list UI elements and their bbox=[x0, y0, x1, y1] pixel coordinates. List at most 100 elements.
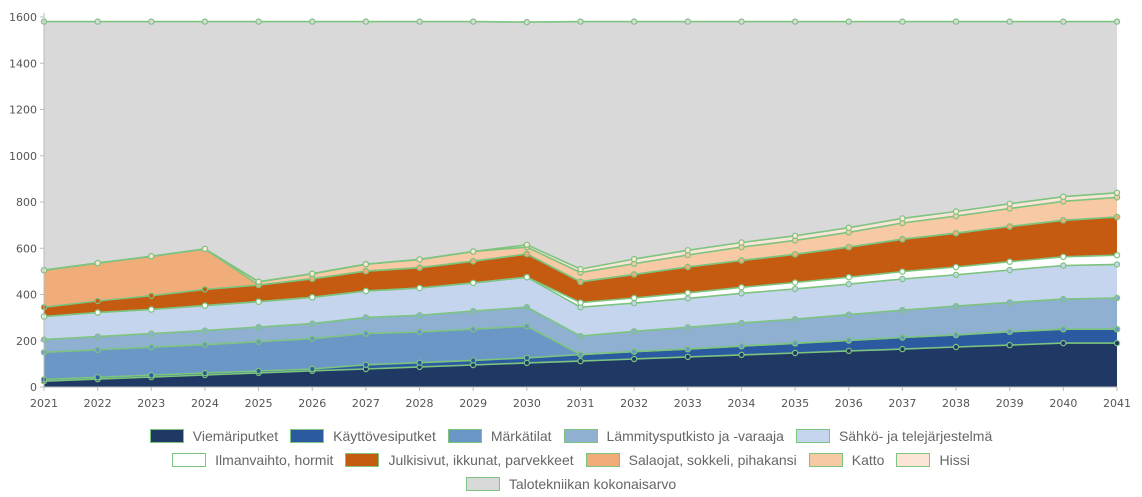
legend-item-lammitysputkisto-ja-varaaja[interactable]: Lämmitysputkisto ja -varaaja bbox=[564, 428, 784, 444]
point bbox=[632, 329, 637, 334]
point bbox=[739, 19, 744, 24]
point bbox=[793, 341, 798, 346]
point bbox=[1061, 194, 1066, 199]
point bbox=[363, 331, 368, 336]
x-tick-label: 2041 bbox=[1103, 397, 1131, 410]
x-tick-label: 2021 bbox=[30, 397, 58, 410]
legend-swatch bbox=[564, 429, 598, 443]
point bbox=[685, 347, 690, 352]
legend-swatch bbox=[290, 429, 324, 443]
point bbox=[202, 328, 207, 333]
point bbox=[149, 19, 154, 24]
legend-item-talotekniikan-kokonaisarvo[interactable]: Talotekniikan kokonaisarvo bbox=[466, 476, 676, 492]
point bbox=[953, 344, 958, 349]
point bbox=[739, 352, 744, 357]
stacked-area-chart: 0 200 400 600 800 1000 1200 1400 1600 2021 2022 202… bbox=[0, 0, 1142, 420]
point bbox=[632, 301, 637, 306]
point bbox=[471, 327, 476, 332]
point bbox=[578, 359, 583, 364]
legend-item-ilmanvaihto-hormit[interactable]: Ilmanvaihto, hormit bbox=[172, 452, 333, 468]
x-tick-label: 2036 bbox=[835, 397, 863, 410]
point bbox=[471, 309, 476, 314]
point bbox=[471, 19, 476, 24]
point bbox=[900, 19, 905, 24]
legend-item-viemariputket[interactable]: Viemäriputket bbox=[150, 428, 278, 444]
point bbox=[846, 348, 851, 353]
point bbox=[1114, 190, 1119, 195]
legend-swatch bbox=[796, 429, 830, 443]
point bbox=[417, 329, 422, 334]
point bbox=[953, 209, 958, 214]
y-tick-label: 1600 bbox=[9, 11, 37, 24]
point bbox=[632, 295, 637, 300]
point bbox=[578, 352, 583, 357]
point bbox=[363, 362, 368, 367]
point bbox=[310, 321, 315, 326]
point bbox=[256, 279, 261, 284]
point bbox=[1061, 327, 1066, 332]
point bbox=[95, 310, 100, 315]
point bbox=[417, 285, 422, 290]
point bbox=[310, 19, 315, 24]
point bbox=[363, 288, 368, 293]
point bbox=[793, 286, 798, 291]
x-tick-label: 2034 bbox=[727, 397, 755, 410]
point bbox=[1061, 19, 1066, 24]
y-tick-label: 1000 bbox=[9, 150, 37, 163]
y-tick-label: 1400 bbox=[9, 57, 37, 70]
point bbox=[953, 264, 958, 269]
point bbox=[202, 246, 207, 251]
y-tick-label: 600 bbox=[16, 242, 37, 255]
point bbox=[202, 342, 207, 347]
x-tick-label: 2026 bbox=[298, 397, 326, 410]
x-tick-label: 2040 bbox=[1049, 397, 1077, 410]
point bbox=[1114, 341, 1119, 346]
point bbox=[1007, 329, 1012, 334]
point bbox=[1114, 262, 1119, 267]
point bbox=[95, 19, 100, 24]
legend-item-katto[interactable]: Katto bbox=[809, 452, 885, 468]
legend-label: Sähkö- ja telejärjestelmä bbox=[839, 428, 992, 444]
point bbox=[846, 225, 851, 230]
x-tick-label: 2033 bbox=[674, 397, 702, 410]
legend-item-julkisivut-ikkunat-parvekkeet[interactable]: Julkisivut, ikkunat, parvekkeet bbox=[345, 452, 573, 468]
legend-item-hissi[interactable]: Hissi bbox=[896, 452, 969, 468]
point bbox=[846, 19, 851, 24]
point bbox=[793, 252, 798, 257]
legend-label: Salaojat, sokkeli, pihakansi bbox=[629, 452, 797, 468]
x-tick-label: 2038 bbox=[942, 397, 970, 410]
y-tick-label: 200 bbox=[16, 335, 37, 348]
point bbox=[363, 269, 368, 274]
point bbox=[1007, 19, 1012, 24]
point bbox=[793, 19, 798, 24]
point bbox=[846, 338, 851, 343]
point bbox=[793, 350, 798, 355]
point bbox=[95, 375, 100, 380]
point bbox=[953, 272, 958, 277]
point bbox=[363, 262, 368, 267]
point bbox=[1061, 341, 1066, 346]
legend-label: Julkisivut, ikkunat, parvekkeet bbox=[388, 452, 573, 468]
x-tick-label: 2025 bbox=[245, 397, 273, 410]
x-tick-label: 2035 bbox=[781, 397, 809, 410]
point bbox=[95, 261, 100, 266]
legend-item-kayttovesiputket[interactable]: Käyttövesiputket bbox=[290, 428, 436, 444]
legend-item-salaojat-sokkeli-pihakansi[interactable]: Salaojat, sokkeli, pihakansi bbox=[586, 452, 797, 468]
legend-item-sahko-ja-telejarjestelma[interactable]: Sähkö- ja telejärjestelmä bbox=[796, 428, 992, 444]
legend-label: Käyttövesiputket bbox=[333, 428, 436, 444]
x-tick-label: 2027 bbox=[352, 397, 380, 410]
legend-label: Ilmanvaihto, hormit bbox=[215, 452, 333, 468]
point bbox=[1114, 19, 1119, 24]
legend-label: Märkätilat bbox=[491, 428, 552, 444]
point bbox=[524, 305, 529, 310]
y-tick-label: 800 bbox=[16, 196, 37, 209]
point bbox=[417, 265, 422, 270]
legend-row: Viemäriputket Käyttövesiputket Märkätilat L… bbox=[0, 424, 1142, 448]
point bbox=[95, 334, 100, 339]
point bbox=[1007, 267, 1012, 272]
point bbox=[1114, 327, 1119, 332]
point bbox=[739, 285, 744, 290]
point bbox=[793, 233, 798, 238]
legend-item-markatilat[interactable]: Märkätilat bbox=[448, 428, 552, 444]
